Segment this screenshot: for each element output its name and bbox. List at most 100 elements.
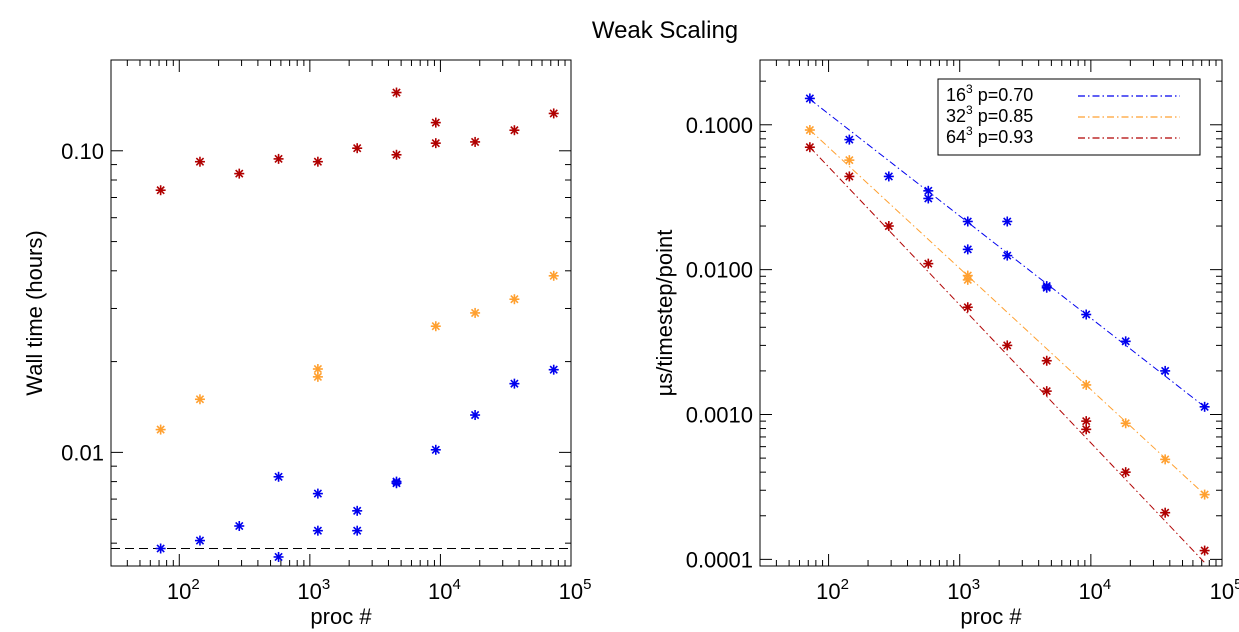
x-tick-label: 103: [297, 576, 330, 604]
data-point: [430, 138, 441, 149]
data-point: [548, 270, 559, 281]
marker-stroke: [1160, 455, 1170, 464]
data-point: [1002, 340, 1013, 351]
data-point: [1199, 489, 1210, 500]
marker-stroke: [313, 489, 323, 498]
marker-stroke: [274, 552, 283, 562]
y-axis-label: µs/timestep/point: [652, 230, 677, 397]
marker-stroke: [1042, 283, 1051, 292]
marker-stroke: [1082, 425, 1091, 434]
marker-stroke: [1003, 251, 1012, 260]
marker-stroke: [1042, 386, 1051, 396]
x-tick-label: 104: [1078, 576, 1111, 604]
data-point: [352, 143, 363, 154]
data-point: [194, 394, 205, 405]
marker-stroke: [431, 118, 440, 127]
data-point: [844, 134, 855, 145]
marker-stroke: [549, 109, 558, 118]
data-point: [962, 244, 973, 255]
data-point: [962, 302, 973, 313]
legend-entry-label: 643 p=0.93: [946, 124, 1033, 147]
data-point: [1081, 424, 1092, 435]
marker-stroke: [313, 157, 323, 166]
y-tick-label: 0.0100: [686, 258, 753, 283]
data-point: [312, 156, 323, 167]
marker-stroke: [235, 521, 244, 531]
data-point: [234, 521, 245, 532]
x-axis-label: proc #: [960, 604, 1022, 629]
data-point: [923, 193, 934, 204]
x-axis-label: proc #: [310, 604, 372, 629]
marker-stroke: [156, 186, 165, 195]
marker-stroke: [1200, 402, 1209, 411]
marker-stroke: [805, 94, 815, 103]
data-point: [1160, 507, 1171, 518]
marker-stroke: [963, 245, 972, 254]
marker-stroke: [1121, 337, 1130, 346]
fit-line: [809, 129, 1205, 495]
marker-stroke: [549, 365, 558, 374]
marker-stroke: [924, 259, 933, 268]
marker-stroke: [1200, 546, 1209, 555]
data-point: [273, 153, 284, 164]
data-point: [923, 258, 934, 269]
data-point: [844, 171, 855, 182]
marker-stroke: [1042, 356, 1051, 365]
data-point: [391, 149, 402, 160]
data-point: [470, 307, 481, 318]
data-point: [273, 551, 284, 562]
marker-stroke: [431, 138, 440, 148]
marker-stroke: [845, 155, 854, 165]
marker-stroke: [1082, 380, 1091, 390]
data-point: [312, 525, 323, 536]
fit-line: [809, 146, 1206, 563]
data-point: [234, 168, 245, 179]
data-point: [1081, 309, 1092, 320]
marker-stroke: [805, 125, 815, 135]
data-point: [312, 363, 323, 374]
data-point: [312, 371, 323, 382]
marker-stroke: [353, 506, 362, 515]
x-tick-label: 102: [816, 576, 849, 604]
data-point: [1160, 454, 1171, 465]
data-point: [470, 136, 481, 147]
marker-stroke: [313, 372, 323, 382]
data-point: [430, 321, 441, 332]
data-point: [273, 471, 284, 482]
data-point: [1041, 355, 1052, 366]
data-point: [352, 505, 363, 516]
marker-stroke: [470, 308, 480, 318]
marker-stroke: [510, 295, 519, 304]
data-point: [548, 108, 559, 119]
y-axis-label: Wall time (hours): [22, 230, 47, 395]
data-point: [1120, 467, 1131, 478]
data-point: [1160, 365, 1171, 376]
legend-entry-label: 323 p=0.85: [946, 103, 1033, 126]
data-point: [509, 125, 520, 136]
x-tick-label: 105: [559, 576, 592, 604]
marker-stroke: [845, 172, 854, 181]
data-point: [194, 156, 205, 167]
marker-stroke: [884, 172, 893, 181]
marker-stroke: [195, 536, 205, 545]
marker-stroke: [274, 472, 283, 481]
data-point: [1120, 418, 1131, 429]
data-point: [391, 476, 402, 487]
marker-stroke: [1160, 366, 1170, 376]
marker-stroke: [549, 271, 558, 280]
data-point: [804, 142, 815, 153]
data-point: [883, 171, 894, 182]
marker-stroke: [313, 526, 323, 535]
marker-stroke: [274, 154, 283, 164]
marker-stroke: [805, 143, 815, 152]
marker-stroke: [431, 322, 440, 331]
marker-stroke: [510, 379, 519, 388]
x-tick-label: 103: [947, 576, 980, 604]
marker-stroke: [235, 169, 244, 178]
x-tick-label: 105: [1210, 576, 1239, 604]
marker-stroke: [1160, 508, 1170, 517]
data-point: [1002, 216, 1013, 227]
axis-ticks: [110, 59, 572, 566]
y-tick-label: 0.01: [61, 440, 104, 465]
